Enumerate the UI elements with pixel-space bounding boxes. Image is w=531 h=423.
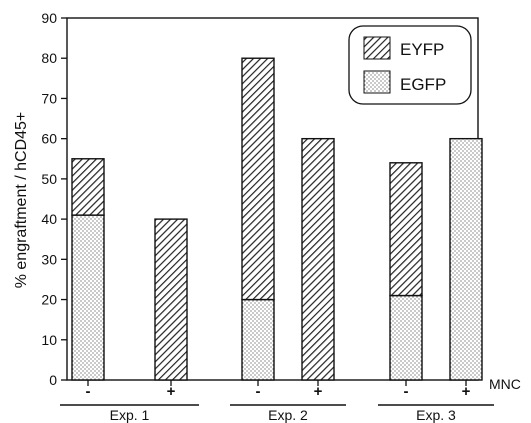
bar-segment-eyfp [389,162,423,297]
y-tick-label: 10 [41,332,57,348]
group-label: Exp. 3 [416,407,456,423]
legend-label-eyfp: EYFP [400,40,444,59]
bar-segment-egfp [389,294,423,381]
y-tick-label: 60 [41,131,57,147]
group-label: Exp. 1 [110,407,150,423]
x-tick-label: + [462,383,471,400]
legend-label-egfp: EGFP [400,75,446,94]
bar-segment-eyfp [154,218,188,381]
bar-segment-eyfp [301,137,335,381]
mnc-axis-label: MNC [489,376,521,392]
y-tick-label: 80 [41,50,57,66]
bar-segment-egfp [71,214,105,381]
y-tick-label: 70 [41,90,57,106]
bar-segment-egfp [241,298,275,381]
legend-swatch-eyfp [363,36,391,60]
y-axis-title: % engraftment / hCD45+ [13,112,30,289]
bar-segment-eyfp [241,57,275,301]
x-tick-label: - [404,383,409,400]
x-tick-label: + [314,383,323,400]
y-tick-label: 90 [41,10,57,26]
x-tick-label: + [167,383,176,400]
bars [71,57,483,381]
y-tick-label: 0 [49,372,57,388]
bar-segment-egfp [449,137,483,381]
legend: EYFP EGFP [348,25,472,105]
x-tick-label: - [256,383,261,400]
legend-swatch-egfp [363,70,391,94]
bar-segment-eyfp [71,158,105,216]
x-tick-label: - [86,383,91,400]
y-tick-label: 50 [41,171,57,187]
x-axis: - + - + - + Exp. 1 Exp. 2 Exp. 3 [60,380,494,423]
y-tick-label: 40 [41,211,57,227]
group-label: Exp. 2 [268,407,308,423]
y-tick-label: 20 [41,292,57,308]
y-tick-label: 30 [41,251,57,267]
